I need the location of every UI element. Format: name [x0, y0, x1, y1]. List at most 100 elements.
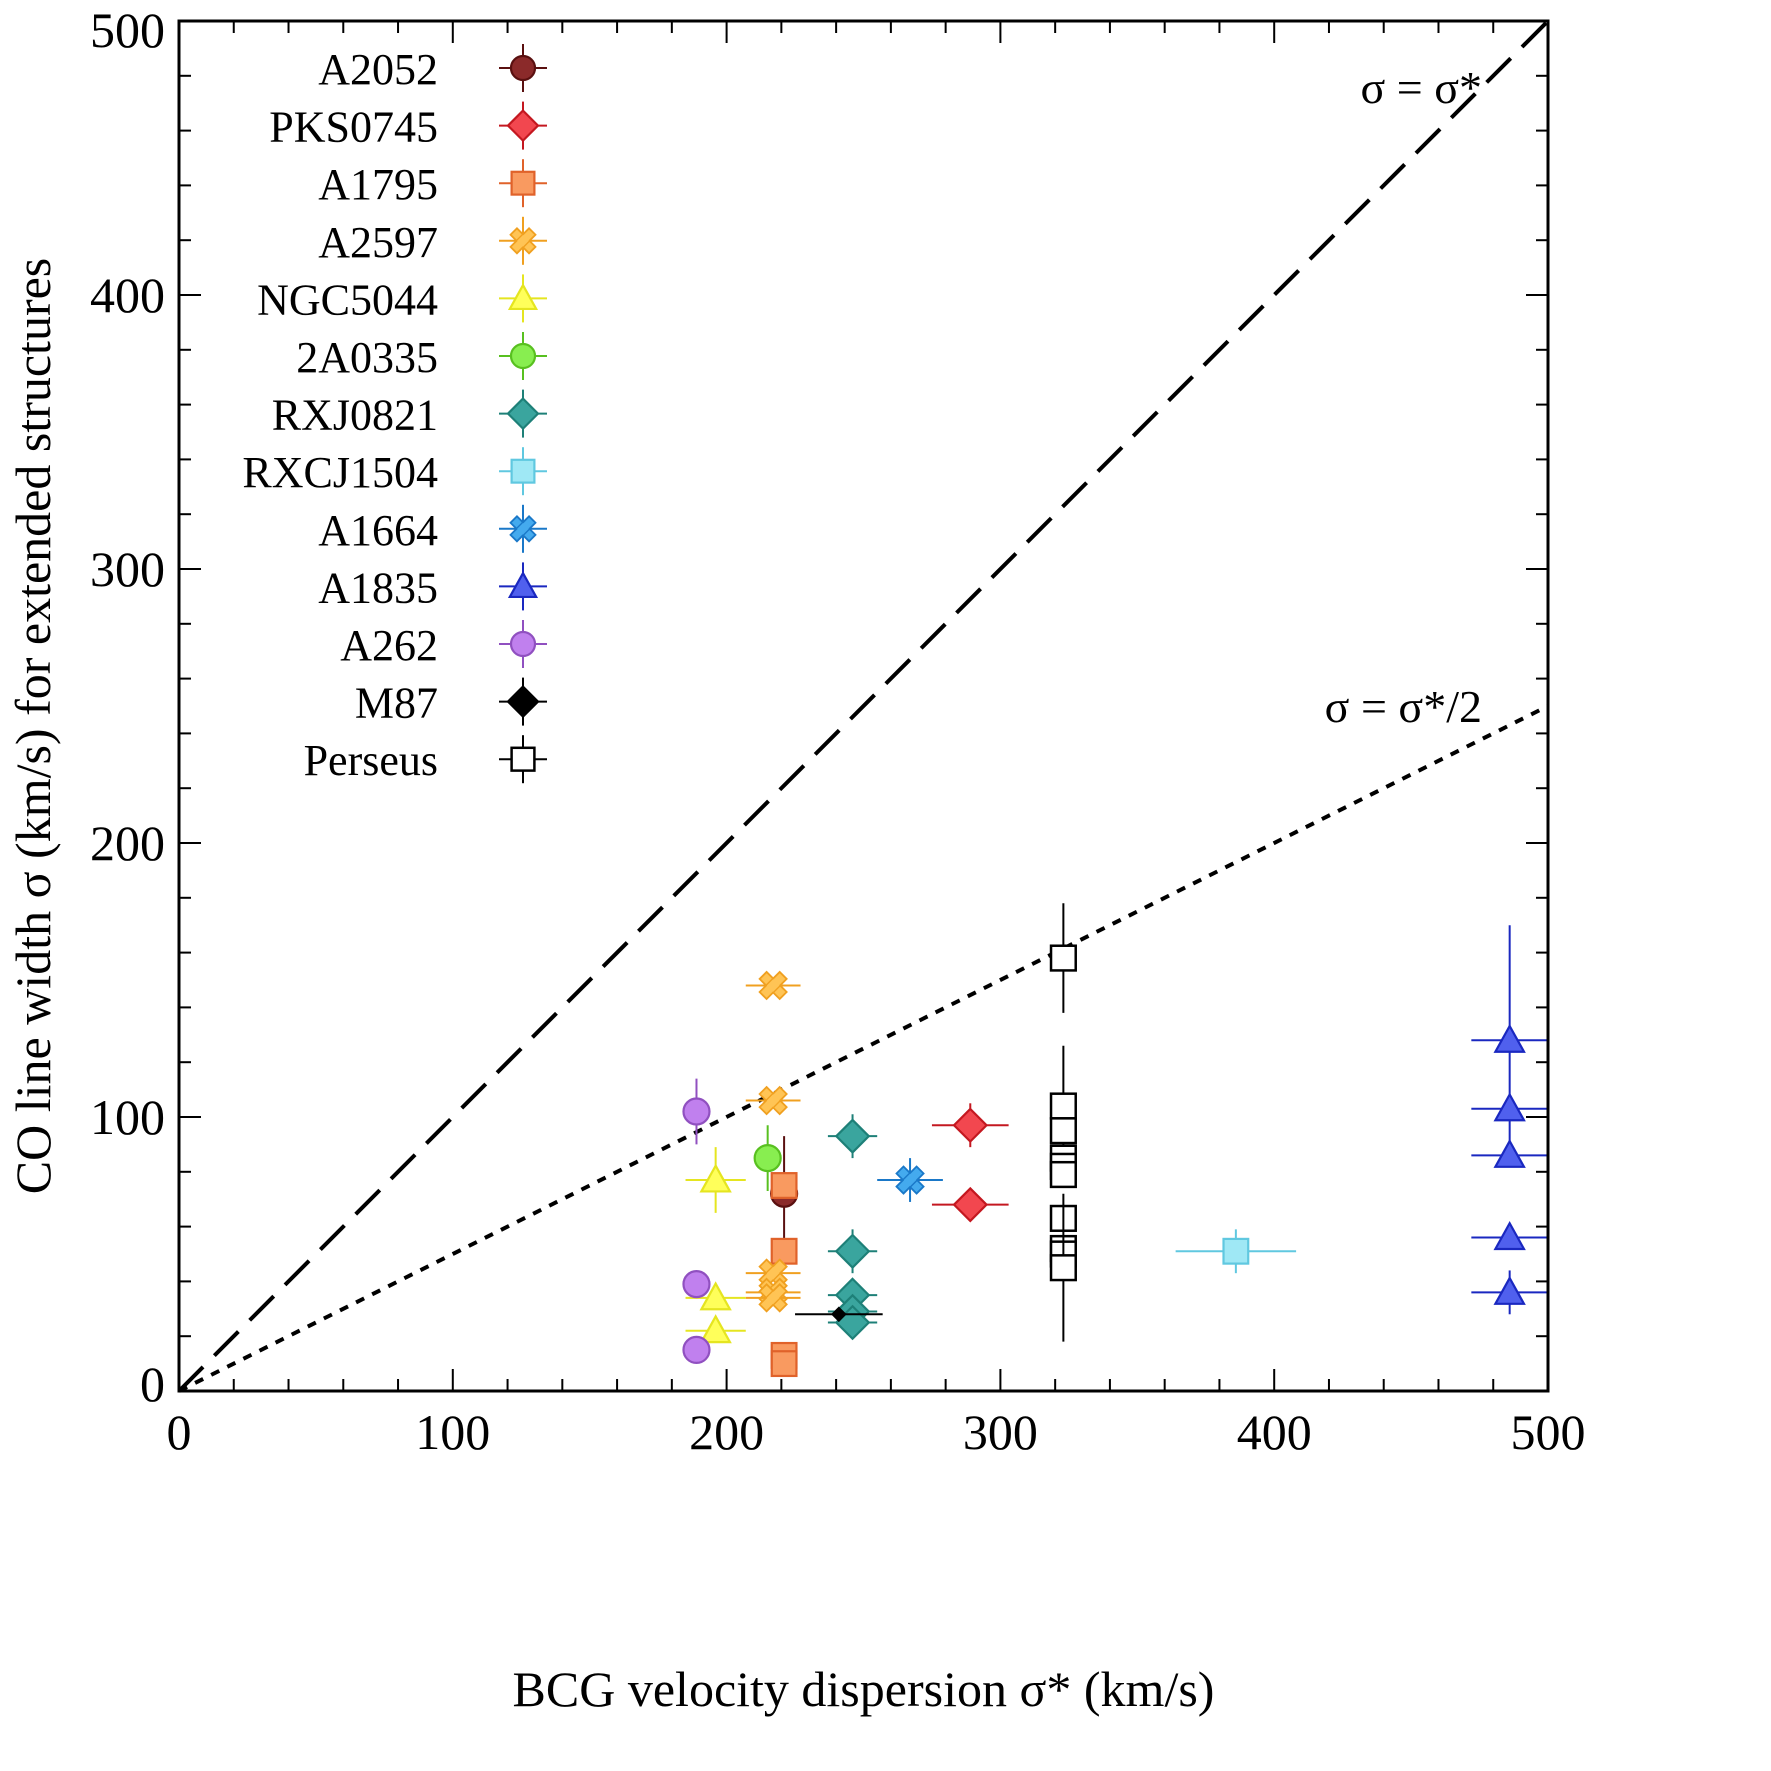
legend-entry: NGC5044: [257, 274, 547, 324]
legend-entry: RXCJ1504: [242, 447, 547, 497]
series-a1795: [770, 1172, 798, 1378]
data-point: [745, 970, 801, 1001]
marker: [952, 1107, 989, 1144]
marker: [699, 1163, 732, 1193]
data-point: [682, 1078, 711, 1145]
marker: [699, 1281, 732, 1311]
legend-marker: [509, 630, 537, 658]
legend-marker: [509, 342, 537, 370]
legend-label: RXCJ1504: [242, 448, 438, 497]
legend-entry: A1835: [318, 562, 547, 612]
marker: [1493, 1275, 1526, 1305]
marker: [1049, 1092, 1077, 1120]
marker: [1049, 1254, 1077, 1282]
legend-label: A1664: [318, 506, 438, 555]
data-point: [753, 1125, 782, 1191]
data-point: [931, 1103, 1009, 1148]
data-point: [745, 1085, 801, 1116]
series-m87: [795, 1306, 883, 1323]
series-a1664: [877, 1158, 943, 1202]
marker: [1493, 1023, 1526, 1053]
x-tick-label: 400: [1237, 1404, 1312, 1460]
one-to-one-label: σ = σ*: [1360, 62, 1482, 113]
y-tick-label: 0: [140, 1356, 165, 1412]
data-point: [682, 1335, 711, 1365]
x-tick-label: 100: [415, 1404, 490, 1460]
legend-entry: A1664: [318, 504, 547, 555]
legend-label: 2A0335: [296, 333, 438, 382]
data-point: [1471, 1092, 1548, 1122]
x-tick-label: 0: [167, 1404, 192, 1460]
data-point: [682, 1270, 711, 1299]
y-tick-label: 200: [90, 815, 165, 871]
legend-entry: A262: [340, 620, 547, 670]
legend-marker: [510, 170, 536, 196]
series-a2597: [745, 970, 801, 1313]
legend-label: A2052: [318, 45, 438, 94]
tick-labels: 0 100 200 300 400 500 0 100 200 300 400 500: [90, 2, 1586, 1460]
legend-entry: RXJ0821: [272, 389, 547, 440]
marker: [1493, 1092, 1526, 1122]
legend-entry: 2A0335: [296, 332, 547, 382]
legend-entry: A2597: [318, 216, 547, 267]
legend-marker: [507, 570, 539, 599]
data-point: [827, 1114, 878, 1159]
marker: [834, 1233, 871, 1270]
legend-entry: Perseus: [304, 735, 547, 785]
legend-label: RXJ0821: [272, 391, 438, 440]
marker: [952, 1186, 989, 1223]
y-tick-label: 300: [90, 541, 165, 597]
series-a262: [682, 1078, 711, 1365]
legend-marker: [517, 522, 529, 535]
y-tick-label: 400: [90, 267, 165, 323]
legend-label: A2597: [318, 218, 438, 267]
marker: [682, 1270, 711, 1299]
legend-marker: [506, 685, 540, 719]
marker: [1493, 1220, 1526, 1251]
marker: [1493, 1138, 1526, 1168]
reference-line-labels: σ = σ* σ = σ*/2: [1325, 62, 1482, 732]
legend: A2052 PKS0745 A1795 A2597 NGC5044 2A0335 RXJ08…: [242, 44, 547, 785]
marker: [1049, 944, 1077, 972]
x-tick-label: 200: [689, 1404, 764, 1460]
series-perseus: [1049, 903, 1077, 1342]
legend-label: NGC5044: [257, 275, 438, 324]
marker: [753, 1143, 782, 1173]
marker: [770, 1237, 798, 1265]
marker: [770, 1172, 798, 1199]
legend-entry: A1795: [318, 159, 547, 209]
data-point: [685, 1314, 746, 1344]
data-point: [1175, 1229, 1297, 1274]
legend-marker: [506, 109, 540, 143]
series-ngc5044: [685, 1147, 746, 1344]
marker: [766, 1094, 780, 1107]
marker: [1049, 1160, 1077, 1189]
data-point: [877, 1158, 943, 1202]
reference-lines: [177, 19, 1550, 1393]
data-point: [1049, 903, 1077, 1013]
legend-entry: M87: [355, 677, 547, 728]
half-line: [178, 704, 1549, 1393]
data-point: [931, 1186, 1009, 1223]
legend-marker: [510, 746, 536, 772]
legend-entry: A2052: [318, 44, 547, 94]
marker: [770, 1350, 798, 1378]
y-tick-label: 100: [90, 1089, 165, 1145]
marker: [682, 1335, 711, 1365]
data-point: [1049, 1193, 1077, 1342]
marker: [766, 1266, 780, 1280]
data-point: [685, 1147, 746, 1213]
data-point: [745, 1283, 801, 1313]
data-point: [827, 1229, 878, 1274]
series-pks0745: [931, 1103, 1009, 1223]
y-tick-label: 500: [90, 2, 165, 58]
marker: [834, 1118, 871, 1154]
marker: [682, 1097, 711, 1126]
data-point: [770, 1237, 798, 1265]
data-point: [795, 1306, 883, 1323]
data-point: [1471, 1270, 1548, 1315]
legend-marker: [507, 282, 539, 311]
data-point: [1471, 1138, 1548, 1168]
legend-label: Perseus: [304, 736, 438, 785]
